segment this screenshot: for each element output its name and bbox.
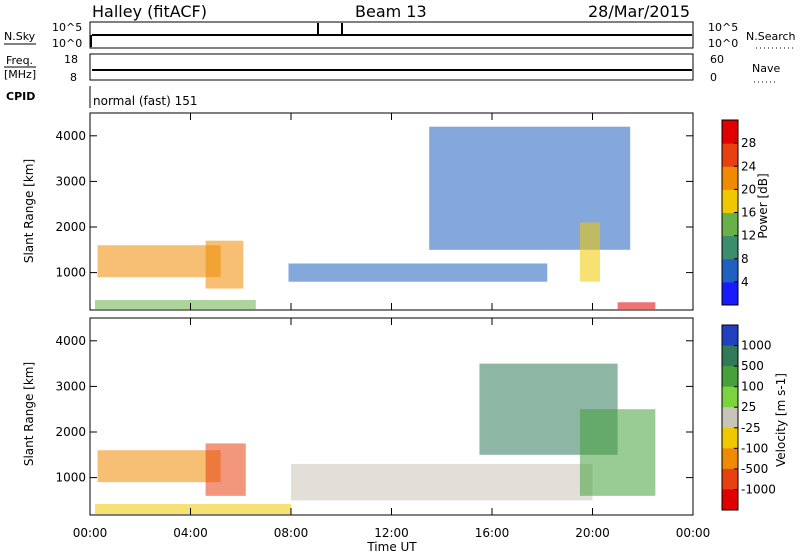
power-colorbar: 4 8 12 16 20 24 28 [721,119,756,306]
power-colorbar-tick-label: 28 [741,136,756,150]
velocity-colorbar-segment [722,427,738,449]
power-y-label: Slant Range [km] [22,159,36,263]
power-y-tick-label: 4000 [55,129,86,143]
nsearch-label: N.Search [746,30,796,43]
power-colorbar-tick-label: 16 [741,206,756,220]
power-panel: 1000 2000 3000 4000 Slant Range [km] 4 8 12 16… [22,112,770,311]
power-colorbar-segment [722,166,738,190]
velocity-colorbar-segment [722,407,738,429]
velocity-colorbar-segment [722,386,738,408]
cpid-text: normal (fast) 151 [93,94,197,108]
nave-tick-low: 0 [710,71,717,84]
time-axis: 00:00 04:00 08:00 12:00 16:00 20:00 00:00 [73,113,711,540]
power-colorbar-tick-label: 20 [741,182,756,196]
velocity-colorbar-frame [721,324,739,511]
velocity-region [205,443,246,496]
freq-unit: [MHz] [4,68,36,81]
power-colorbar-segment [722,212,738,237]
velocity-colorbar-segment [722,468,738,490]
nsky-tick-low: 10^0 [52,37,82,50]
power-colorbar-segment [722,258,738,283]
velocity-y-ticks: 1000 2000 3000 4000 [55,334,693,485]
power-data-regions [95,126,656,310]
velocity-colorbar-tick-label: 500 [741,359,764,373]
date-title: 28/Mar/2015 [588,2,690,21]
velocity-colorbar-segment [722,489,738,511]
velocity-colorbar-tick-label: -1000 [741,482,776,496]
nsearch-tick-high: 10^5 [708,21,738,34]
station-title: Halley (fitACF) [92,2,207,21]
velocity-y-tick-label: 2000 [55,425,86,439]
nave-tick-high: 60 [710,53,724,66]
power-colorbar-tick-label: 4 [741,275,749,289]
power-region [97,245,221,278]
velocity-y-tick-label: 1000 [55,471,86,485]
power-y-tick-label: 2000 [55,220,86,234]
time-tick-label: 20:00 [575,526,610,540]
velocity-y-tick-label: 3000 [55,379,86,393]
velocity-colorbar-tick-label: -25 [741,421,761,435]
velocity-region [95,504,292,515]
power-colorbar-segment [722,189,738,213]
time-axis-label: Time UT [366,540,417,554]
velocity-region [97,450,221,483]
velocity-colorbar-tick-label: 1000 [741,339,772,353]
nsearch-tick-low: 10^0 [708,37,738,50]
freq-label: Freq. [6,54,33,67]
nsky-tick-high: 10^5 [52,21,82,34]
velocity-region [579,409,656,496]
nave-label: Nave [752,62,780,75]
velocity-colorbar-segment [722,325,738,347]
power-colorbar-segment [722,235,738,260]
nsky-label: N.Sky [4,30,36,43]
time-tick-label: 08:00 [274,526,309,540]
velocity-colorbar-tick-label: 100 [741,380,764,394]
freq-panel: Freq. [MHz] 18 8 60 0 Nave [4,53,780,84]
power-colorbar-segment [722,143,738,167]
nsky-panel: N.Sky 10^5 10^0 10^5 10^0 N.Search [4,21,796,50]
power-region [95,299,256,310]
velocity-colorbar-tick-label: -100 [741,441,768,455]
velocity-colorbar-tick-label: -500 [741,462,768,476]
velocity-y-label: Slant Range [km] [22,362,36,466]
power-colorbar-segment [722,281,738,306]
velocity-y-tick-label: 4000 [55,334,86,348]
power-region [288,263,548,282]
freq-tick-high: 18 [64,53,78,66]
power-colorbar-segment [722,120,738,144]
velocity-colorbar-segment [722,366,738,388]
time-tick-label: 04:00 [173,526,208,540]
beam-title: Beam 13 [355,2,427,21]
freq-tick-low: 8 [70,71,77,84]
velocity-colorbar-tick-label: 25 [741,400,756,414]
power-colorbar-tick-label: 12 [741,229,756,243]
power-y-ticks: 1000 2000 3000 4000 [55,129,693,280]
power-region [579,222,601,282]
cpid-label: CPID [6,90,35,103]
velocity-data-regions [95,363,656,515]
power-colorbar-tick-label: 24 [741,159,756,173]
power-y-tick-label: 1000 [55,266,86,280]
time-tick-label: 00:00 [676,526,711,540]
time-tick-label: 00:00 [73,526,108,540]
velocity-colorbar-segment [722,448,738,470]
velocity-panel: 1000 2000 3000 4000 Slant Range [km] 1000 50… [22,317,788,516]
power-colorbar-label: Power [dB] [756,173,770,238]
power-region [205,240,244,289]
velocity-colorbar-segment [722,345,738,367]
time-tick-label: 12:00 [374,526,409,540]
velocity-region [291,463,593,501]
power-region [617,302,656,310]
velocity-colorbar-label: Velocity [m s-1] [774,373,788,467]
power-y-tick-label: 3000 [55,174,86,188]
velocity-colorbar: 1000 500 100 25 -25 -100 -500 -1000 [721,324,776,511]
power-colorbar-tick-label: 8 [741,252,749,266]
time-tick-label: 16:00 [475,526,510,540]
